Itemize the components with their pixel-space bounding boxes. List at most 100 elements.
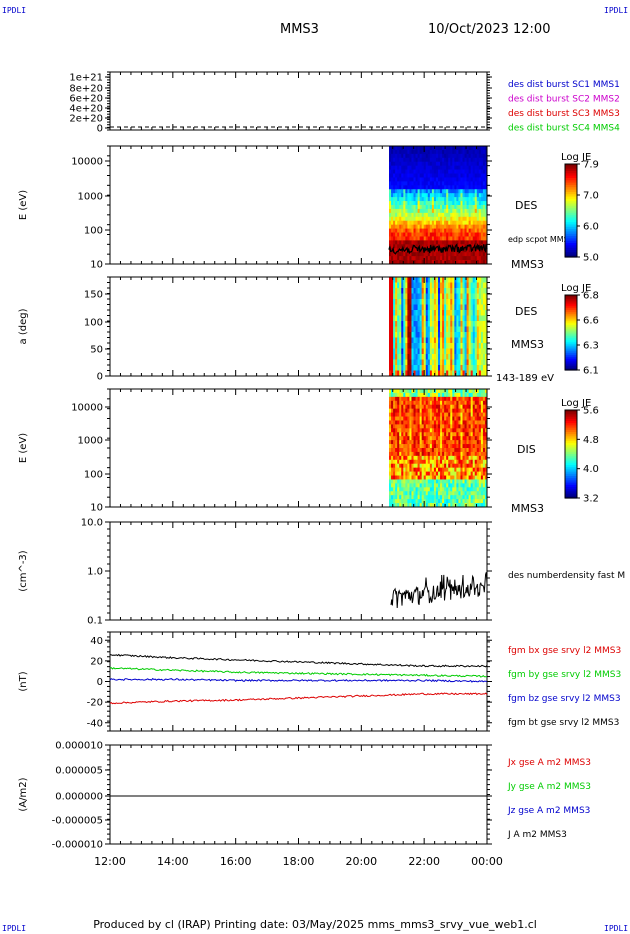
- dis-energy-cell: [472, 463, 476, 469]
- dis-energy-cell: [411, 499, 414, 504]
- des-energy-cell: [482, 260, 486, 265]
- des-energy-cell: [429, 157, 433, 163]
- dis-energy-cell: [433, 479, 437, 484]
- dis-energy-cell: [480, 475, 484, 480]
- des-pitch-cell: [458, 354, 461, 360]
- des-pitch-cell: [458, 310, 461, 316]
- des-pitch-cell: [474, 288, 478, 294]
- dis-energy-cell: [458, 412, 461, 418]
- dis-energy-cell: [464, 475, 468, 480]
- des-pitch-cell: [452, 354, 455, 360]
- des-energy-cell: [405, 181, 408, 186]
- des-energy-cell: [405, 252, 408, 257]
- des-energy-cell: [480, 220, 484, 226]
- dis-energy-cell: [423, 420, 427, 425]
- des-energy-cell: [433, 181, 437, 186]
- dis-energy-cell: [395, 467, 398, 473]
- des-energy-cell: [397, 173, 400, 178]
- dis-energy-cell: [425, 404, 429, 410]
- des-energy-cell: [415, 224, 419, 230]
- des-energy-cell: [429, 224, 433, 230]
- dis-energy-cell: [474, 416, 478, 421]
- des-energy-cell: [460, 232, 463, 237]
- colorbar-cell: [565, 462, 577, 466]
- des-energy-cell: [474, 236, 478, 241]
- des-pitch-cell: [476, 359, 480, 366]
- dis-energy-cell: [444, 471, 447, 477]
- des-pitch-cell: [470, 282, 474, 289]
- dis-energy-cell: [460, 404, 463, 410]
- des-energy-cell: [411, 220, 414, 226]
- des-energy-cell: [442, 244, 445, 249]
- dis-energy-cell: [429, 420, 433, 425]
- dis-energy-cell: [466, 463, 470, 469]
- dis-energy-cell: [458, 404, 461, 410]
- y-tick-label: 20: [90, 656, 103, 667]
- des-energy-cell: [442, 185, 445, 190]
- dis-energy-cell: [399, 389, 402, 394]
- des-pitch-cell: [462, 326, 466, 333]
- des-energy-cell: [415, 260, 419, 265]
- des-pitch-cell: [405, 315, 408, 322]
- des-energy-cell: [415, 216, 419, 222]
- dis-energy-cell: [433, 428, 437, 433]
- des-energy-cell: [389, 189, 392, 194]
- dis-energy-cell: [397, 389, 400, 394]
- des-energy-cell: [472, 177, 476, 182]
- dis-energy-cell: [472, 491, 476, 496]
- dis-energy-cell: [440, 416, 443, 421]
- des-pitch-cell: [425, 277, 429, 283]
- dis-energy-cell: [399, 483, 402, 488]
- des-energy-cell: [417, 240, 421, 245]
- dis-energy-cell: [448, 396, 451, 402]
- dis-energy-cell: [482, 499, 486, 504]
- dis-energy-cell: [462, 428, 466, 433]
- dis-energy-cell: [442, 389, 445, 394]
- dis-energy-cell: [411, 428, 414, 433]
- dis-energy-cell: [444, 499, 447, 504]
- des-energy-cell: [403, 212, 406, 218]
- des-energy-cell: [448, 189, 451, 194]
- des-pitch-cell: [411, 310, 414, 316]
- dis-energy-cell: [470, 451, 474, 457]
- des-pitch-cell: [397, 332, 400, 338]
- des-energy-cell: [433, 185, 437, 190]
- des-pitch-cell: [484, 343, 488, 349]
- des-pitch-cell: [472, 348, 476, 355]
- dis-energy-cell: [482, 412, 486, 418]
- des-pitch-cell: [409, 288, 412, 294]
- des-pitch-cell: [482, 370, 486, 377]
- des-energy-cell: [450, 157, 453, 163]
- des-energy-cell: [468, 161, 472, 167]
- des-energy-cell: [427, 244, 431, 249]
- des-energy-cell: [450, 252, 453, 257]
- dis-energy-cell: [484, 467, 488, 473]
- des-pitch-cell: [472, 288, 476, 294]
- dis-energy-cell: [480, 412, 484, 418]
- des-pitch-cell: [391, 282, 394, 289]
- des-energy-cell: [415, 197, 419, 202]
- dis-energy-cell: [399, 404, 402, 410]
- des-energy-cell: [480, 146, 484, 151]
- des-pitch-cell: [435, 282, 439, 289]
- des-energy-cell: [413, 205, 417, 210]
- des-pitch-cell: [452, 337, 455, 344]
- dis-energy-cell: [442, 396, 445, 402]
- des-pitch-cell: [464, 365, 468, 371]
- des-energy-cell: [438, 173, 441, 178]
- dis-energy-cell: [417, 396, 421, 402]
- des-energy-cell: [415, 193, 419, 198]
- dis-energy-cell: [433, 404, 437, 410]
- des-energy-cell: [460, 220, 463, 226]
- des-pitch-cell: [446, 288, 449, 294]
- des-pitch-cell: [480, 359, 484, 366]
- des-energy-cell: [472, 185, 476, 190]
- dis-energy-cell: [442, 392, 445, 398]
- x-tick-label: 14:00: [157, 855, 189, 868]
- des-energy-cell: [474, 212, 478, 218]
- des-energy-cell: [478, 169, 482, 175]
- des-energy-cell: [474, 201, 478, 206]
- des-energy-cell: [431, 240, 435, 245]
- des-energy-cell: [419, 189, 423, 194]
- des-pitch-cell: [417, 370, 421, 377]
